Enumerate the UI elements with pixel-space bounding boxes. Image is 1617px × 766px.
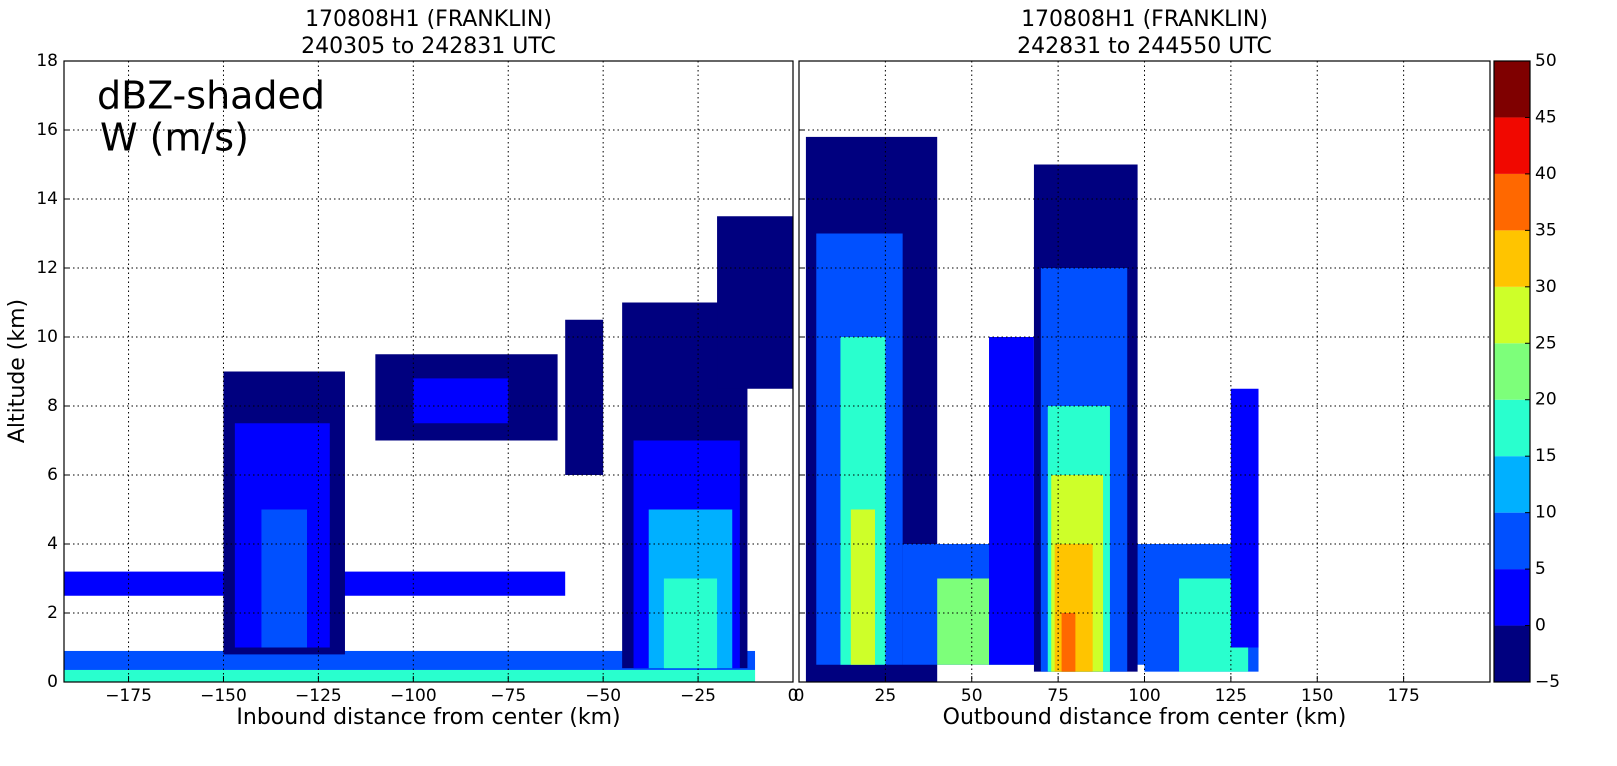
colorbar-segment bbox=[1494, 286, 1530, 344]
reflectivity-region bbox=[1230, 388, 1259, 648]
chart-title: 242831 to 244550 UTC bbox=[1017, 34, 1272, 59]
y-tick-label: 12 bbox=[36, 258, 58, 278]
colorbar-tick-label: 40 bbox=[1535, 164, 1557, 184]
colorbar-segment bbox=[1494, 61, 1530, 118]
colorbar-tick-label: 20 bbox=[1535, 390, 1557, 410]
chart-title: 240305 to 242831 UTC bbox=[301, 34, 556, 59]
y-tick-label: 0 bbox=[47, 672, 58, 692]
colorbar-segment bbox=[1494, 230, 1530, 287]
colorbar-segment bbox=[1494, 512, 1530, 570]
annotation: dBZ-shaded bbox=[97, 74, 325, 118]
y-tick-label: 4 bbox=[47, 534, 58, 554]
colorbar-tick-label: 50 bbox=[1535, 51, 1557, 71]
x-tick-label: −25 bbox=[680, 686, 716, 706]
colorbar-frame bbox=[1493, 60, 1531, 683]
reflectivity-region bbox=[989, 337, 1034, 665]
colorbar-segment bbox=[1494, 456, 1530, 513]
x-axis-label: Inbound distance from center (km) bbox=[236, 705, 620, 730]
x-tick-label: 175 bbox=[1387, 686, 1419, 706]
axes-frame bbox=[63, 60, 794, 683]
colorbar-segment bbox=[1494, 173, 1530, 231]
colorbar-segment bbox=[1494, 569, 1530, 626]
colorbar-segment bbox=[1494, 117, 1530, 174]
colorbar-tick-label: 25 bbox=[1535, 333, 1557, 353]
reflectivity-region bbox=[413, 378, 509, 424]
y-tick-label: 2 bbox=[47, 603, 58, 623]
colorbar-tick-label: 30 bbox=[1535, 277, 1557, 297]
x-axis-label: Outbound distance from center (km) bbox=[943, 705, 1347, 730]
plot-area bbox=[805, 136, 1259, 682]
colorbar-tick-label: −5 bbox=[1535, 672, 1560, 692]
x-tick-label: −125 bbox=[295, 686, 342, 706]
x-tick-label: 150 bbox=[1301, 686, 1333, 706]
reflectivity-region bbox=[717, 216, 793, 389]
colorbar-tick-label: 5 bbox=[1535, 559, 1546, 579]
reflectivity-region bbox=[663, 578, 718, 669]
reflectivity-region bbox=[565, 319, 604, 475]
colorbar-tick-label: 15 bbox=[1535, 446, 1557, 466]
x-tick-label: 75 bbox=[1047, 686, 1069, 706]
colorbar-segment bbox=[1494, 343, 1530, 400]
y-tick-label: 10 bbox=[36, 327, 58, 347]
x-tick-label: 100 bbox=[1128, 686, 1160, 706]
colorbar-tick-label: 0 bbox=[1535, 616, 1546, 636]
reflectivity-region bbox=[261, 509, 307, 648]
y-tick-label: 18 bbox=[36, 51, 58, 71]
x-tick-label: −175 bbox=[105, 686, 152, 706]
reflectivity-region bbox=[64, 669, 756, 682]
reflectivity-region bbox=[1061, 613, 1076, 672]
y-tick-label: 8 bbox=[47, 396, 58, 416]
chart-title: 170808H1 (FRANKLIN) bbox=[1021, 7, 1268, 32]
x-tick-label: 0 bbox=[788, 686, 799, 706]
colorbar-tick-label: 10 bbox=[1535, 503, 1557, 523]
colorbar-segment bbox=[1494, 625, 1530, 682]
chart-title: 170808H1 (FRANKLIN) bbox=[305, 7, 552, 32]
y-axis-label: Altitude (km) bbox=[5, 299, 30, 443]
plot-area bbox=[64, 216, 793, 682]
reflectivity-region bbox=[850, 509, 876, 665]
x-tick-label: 50 bbox=[961, 686, 983, 706]
x-tick-label: 25 bbox=[875, 686, 897, 706]
x-tick-label: 0 bbox=[794, 686, 805, 706]
colorbar-segment bbox=[1494, 399, 1530, 457]
colorbar-tick-label: 45 bbox=[1535, 107, 1557, 127]
y-tick-label: 14 bbox=[36, 189, 58, 209]
colorbar-tick-label: 35 bbox=[1535, 220, 1557, 240]
axes-frame bbox=[798, 60, 1491, 683]
annotation: W (m/s) bbox=[100, 116, 249, 160]
x-tick-label: 125 bbox=[1215, 686, 1247, 706]
x-tick-label: −50 bbox=[585, 686, 621, 706]
x-tick-label: −100 bbox=[390, 686, 437, 706]
y-tick-label: 6 bbox=[47, 465, 58, 485]
y-tick-label: 16 bbox=[36, 120, 58, 140]
x-tick-label: −150 bbox=[200, 686, 247, 706]
x-tick-label: −75 bbox=[490, 686, 526, 706]
